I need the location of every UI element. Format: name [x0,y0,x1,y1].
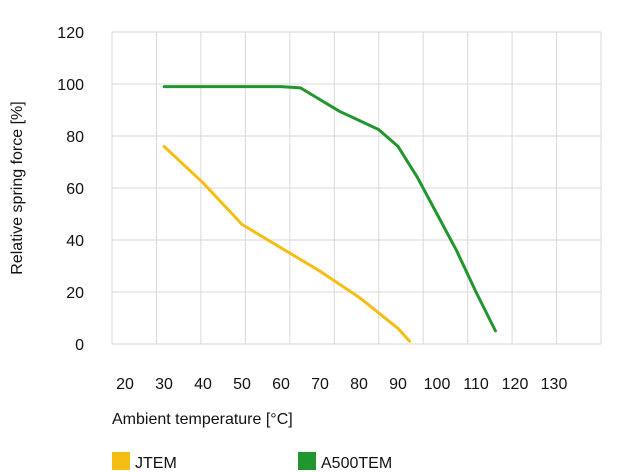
x-tick-label: 20 [116,376,134,393]
x-tick-label: 60 [272,376,290,393]
data-point-a500tem [494,329,497,333]
y-tick-label: 0 [75,337,84,354]
data-point-jtem [240,223,244,226]
data-point-jtem [318,269,322,273]
data-point-a500tem [455,249,458,252]
legend-swatch-a500tem [298,452,316,470]
legend-swatch-jtem [112,452,130,470]
data-point-jtem [408,340,412,343]
y-tick-label: 40 [66,233,84,250]
data-point-a500tem [474,290,478,294]
x-tick-label: 40 [194,376,212,393]
data-point-a500tem [299,86,302,90]
y-tick-label: 20 [66,285,84,302]
x-tick-label: 130 [541,376,568,393]
data-point-a500tem [435,212,439,216]
legend-label-jtem: JTEM [135,455,177,472]
y-tick-label: 120 [57,25,84,42]
data-point-a500tem [357,119,361,122]
data-point-jtem [357,295,361,299]
series-line-a500tem [164,85,497,332]
data-point-jtem [396,327,400,330]
x-tick-label: 110 [463,376,489,393]
x-tick-label: 70 [311,376,329,393]
series-layer [162,85,497,343]
x-tick-label: 100 [424,376,451,393]
data-point-jtem [162,145,166,148]
data-point-a500tem [201,85,205,88]
legend-label-a500tem: A500TEM [321,455,392,472]
plot-area-border [111,31,602,345]
x-tick-labels: 20 30 40 50 60 70 80 90 100 110 120 130 [116,376,567,393]
data-point-a500tem [416,176,419,180]
legend: JTEM A500TEM [112,452,392,472]
data-point-a500tem [240,85,244,88]
x-tick-label: 90 [389,376,407,393]
y-tick-label: 60 [66,181,84,198]
x-tick-label: 120 [502,376,529,393]
data-point-jtem [201,181,205,185]
data-point-a500tem [162,85,166,88]
x-axis-label: Ambient temperature [°C] [112,411,293,428]
y-tick-label: 80 [66,129,84,146]
x-tick-label: 50 [233,376,251,393]
y-tick-label: 100 [57,77,84,94]
data-point-a500tem [396,145,400,148]
y-tick-labels: 0 20 40 60 80 100 120 [57,25,84,354]
y-axis-label: Relative spring force [%] [9,101,26,274]
x-tick-label: 80 [350,376,368,393]
data-point-a500tem [318,98,322,101]
x-tick-label: 30 [155,376,173,393]
data-point-jtem [279,246,283,250]
data-point-a500tem [279,85,283,88]
data-point-a500tem [377,128,380,131]
series-line-jtem [162,145,411,343]
data-point-a500tem [338,109,341,113]
